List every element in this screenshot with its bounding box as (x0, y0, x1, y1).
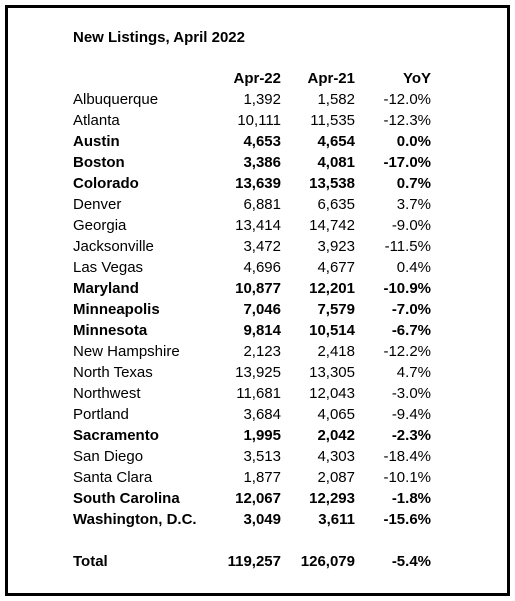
cell: 3,611 (318, 511, 355, 528)
cell: 13,414 (235, 217, 281, 234)
cell: 4,081 (317, 154, 355, 171)
row-label: North Texas (73, 364, 153, 381)
cell: 0.7% (396, 175, 431, 192)
row-label: South Carolina (73, 490, 180, 507)
cell: 4,303 (317, 448, 355, 465)
cell: -6.7% (391, 322, 431, 339)
cell: 12,293 (309, 490, 355, 507)
cell: 3,684 (243, 406, 281, 423)
cell: -9.4% (391, 406, 431, 423)
row-label: Sacramento (73, 427, 159, 444)
cell: -1.8% (391, 490, 431, 507)
cell: 4,696 (243, 259, 281, 276)
cell: 7,046 (243, 301, 281, 318)
row-label: Minneapolis (73, 301, 160, 318)
cell: -9.0% (391, 217, 431, 234)
cell: -17.0% (383, 154, 431, 171)
cell: 2,087 (317, 469, 355, 486)
row-label: Georgia (73, 217, 127, 234)
table-frame (5, 5, 510, 596)
column-header: YoY (402, 70, 431, 87)
total-label: Total (73, 553, 108, 570)
row-label: Denver (73, 196, 122, 213)
row-label: San Diego (73, 448, 144, 465)
cell: -18.4% (383, 448, 431, 465)
cell: 2,042 (317, 427, 355, 444)
cell: -10.1% (383, 469, 431, 486)
cell: -12.2% (383, 343, 431, 360)
cell: 4,653 (243, 133, 281, 150)
cell: 3,472 (243, 238, 281, 255)
cell: 1,877 (243, 469, 281, 486)
row-label: Santa Clara (73, 469, 153, 486)
cell: 13,925 (235, 364, 281, 381)
cell: -15.6% (383, 511, 431, 528)
row-label: Maryland (73, 280, 139, 297)
row-label: Minnesota (73, 322, 148, 339)
row-label: Northwest (73, 385, 141, 402)
total-cell: 119,257 (227, 553, 281, 570)
row-label: Austin (73, 133, 120, 150)
title: New Listings, April 2022 (73, 29, 245, 46)
row-label: Colorado (73, 175, 139, 192)
row-label: Las Vegas (73, 259, 144, 276)
cell: 3,049 (243, 511, 281, 528)
column-header: Apr-21 (307, 70, 355, 87)
cell: 12,067 (235, 490, 281, 507)
cell: 4,677 (317, 259, 355, 276)
row-label: Washington, D.C. (73, 511, 197, 528)
cell: 12,043 (309, 385, 355, 402)
cell: 13,305 (309, 364, 355, 381)
cell: -11.5% (384, 238, 431, 255)
cell: 3.7% (396, 196, 431, 213)
cell: 4,654 (317, 133, 355, 150)
total-cell: 126,079 (300, 553, 355, 570)
cell: 6,881 (243, 196, 281, 213)
cell: -3.0% (391, 385, 431, 402)
cell: 0.4% (396, 259, 431, 276)
row-label: Portland (73, 406, 129, 423)
cell: -10.9% (383, 280, 431, 297)
row-label: New Hampshire (73, 343, 180, 360)
row-label: Albuquerque (73, 91, 159, 108)
cell: -12.0% (383, 91, 431, 108)
cell: 14,742 (309, 217, 355, 234)
cell: 11,681 (236, 385, 281, 402)
cell: 7,579 (317, 301, 355, 318)
cell: -7.0% (391, 301, 431, 318)
cell: 11,535 (310, 112, 355, 129)
cell: 3,513 (243, 448, 281, 465)
cell: 3,923 (317, 238, 355, 255)
cell: 1,582 (317, 91, 355, 108)
cell: 10,514 (309, 322, 355, 339)
cell: 1,392 (243, 91, 281, 108)
cell: -12.3% (383, 112, 431, 129)
cell: 1,995 (243, 427, 281, 444)
row-label: Atlanta (73, 112, 120, 129)
cell: 6,635 (317, 196, 355, 213)
cell: 2,418 (317, 343, 355, 360)
cell: 12,201 (309, 280, 355, 297)
cell: 10,877 (235, 280, 281, 297)
row-label: Boston (73, 154, 125, 171)
cell: 4,065 (317, 406, 355, 423)
column-header: Apr-22 (233, 70, 281, 87)
cell: 10,111 (237, 112, 281, 129)
cell: 4.7% (396, 364, 431, 381)
cell: 9,814 (243, 322, 281, 339)
cell: 13,639 (235, 175, 281, 192)
cell: 13,538 (309, 175, 355, 192)
cell: -2.3% (391, 427, 431, 444)
cell: 0.0% (396, 133, 431, 150)
cell: 2,123 (243, 343, 281, 360)
total-cell: -5.4% (391, 553, 431, 570)
cell: 3,386 (243, 154, 281, 171)
row-label: Jacksonville (73, 238, 154, 255)
